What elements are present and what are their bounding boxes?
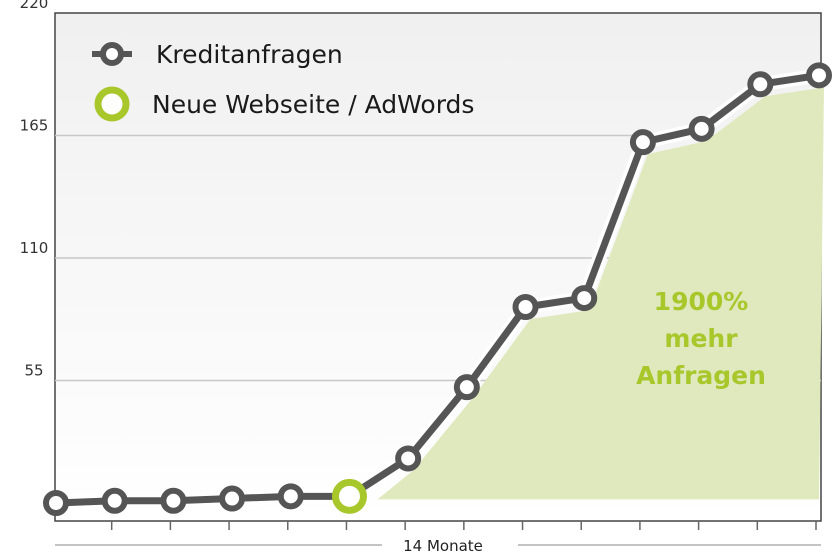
- y-tick-label: 55: [24, 362, 43, 380]
- legend-label: Neue Webseite / AdWords: [152, 90, 474, 119]
- highlight-area: [377, 87, 824, 500]
- data-point: [453, 374, 480, 401]
- series-group: [43, 62, 832, 516]
- data-point: [629, 129, 656, 156]
- data-point: [512, 294, 539, 320]
- legend-highlight-marker: [94, 86, 130, 122]
- y-axis-ticks: 55 110 165 220: [20, 0, 49, 380]
- legend-label: Kreditanfragen: [156, 40, 343, 69]
- annotation: 1900% mehr Anfragen: [636, 287, 766, 390]
- x-axis-caption: 14 Monate: [55, 537, 821, 555]
- data-point: [806, 62, 832, 89]
- x-axis-label: 14 Monate: [403, 537, 483, 555]
- legend: Kreditanfragen Neue Webseite / AdWords: [92, 40, 474, 122]
- data-point: [747, 71, 774, 98]
- data-point: [160, 487, 187, 514]
- annotation-text-line: Anfragen: [636, 361, 766, 390]
- data-point: [43, 490, 69, 516]
- x-axis-ticks: [110, 521, 817, 530]
- y-tick-label: 165: [20, 117, 49, 135]
- data-point: [395, 445, 422, 472]
- data-point: [101, 487, 128, 514]
- annotation-text-line: 1900%: [654, 287, 749, 316]
- data-point: [219, 485, 246, 512]
- data-point: [571, 285, 598, 312]
- annotation-text-line: mehr: [664, 324, 738, 353]
- growth-area: [377, 87, 824, 500]
- highlight-point: [331, 478, 367, 514]
- y-tick-label: 110: [20, 239, 49, 257]
- legend-marker: [100, 42, 124, 66]
- data-point: [277, 483, 304, 510]
- data-point: [688, 115, 715, 142]
- y-tick-label: 220: [20, 0, 49, 12]
